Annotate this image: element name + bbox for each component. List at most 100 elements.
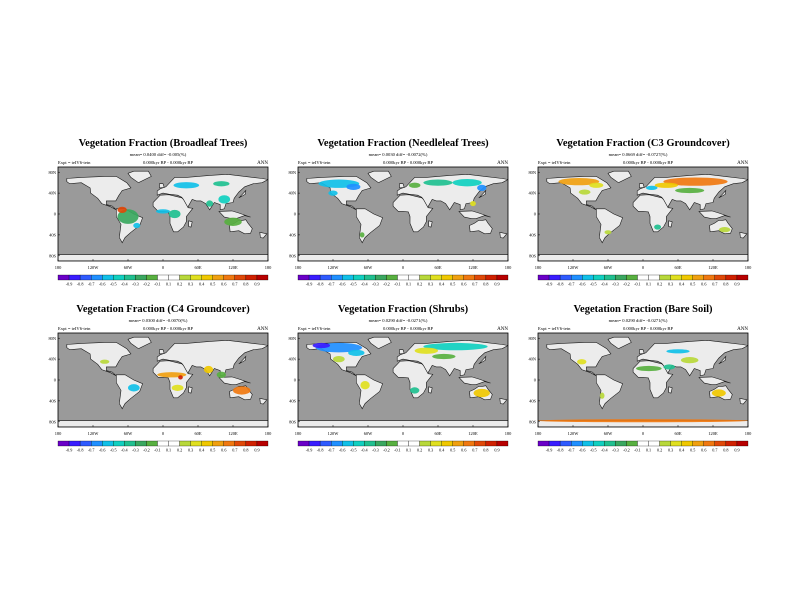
colorbar-segment [485, 274, 498, 281]
land-mass [58, 254, 268, 261]
lat-label: 40N [528, 191, 536, 196]
lat-label: 0 [54, 212, 57, 217]
colorbar-segment [179, 274, 191, 281]
panel-2: Vegetation Fraction (Needleleaf Trees) me… [288, 138, 512, 287]
anomaly-patch [410, 387, 420, 394]
colorbar-label: -0.3 [612, 448, 619, 453]
lon-label: 60E [674, 265, 681, 270]
anomaly-patch [171, 384, 184, 391]
anomaly-patch [206, 200, 214, 207]
colorbar-label: -0.1 [634, 448, 641, 453]
lat-label: 40N [48, 191, 56, 196]
lon-label: 180 [295, 265, 302, 270]
land-mass [739, 397, 748, 405]
anomaly-patch [654, 224, 662, 230]
colorbar-segment [692, 440, 704, 447]
colorbar-segment [386, 440, 398, 447]
anomaly-patch [100, 359, 110, 364]
colorbar-segment [179, 440, 191, 447]
lon-label: 180 [265, 265, 272, 270]
lon-label: 60E [434, 265, 441, 270]
colorbar-segment [364, 274, 376, 281]
colorbar-label: -0.9 [546, 448, 553, 453]
colorbar-label: 0.7 [232, 282, 237, 287]
colorbar-label: 0.5 [690, 448, 695, 453]
colorbar-label: 0.7 [232, 448, 237, 453]
colorbar-label: 0.1 [646, 448, 651, 453]
colorbar-label: 0.2 [177, 448, 182, 453]
land-mass [58, 420, 268, 427]
colorbar-label: -0.9 [66, 282, 73, 287]
colorbar-label: -0.4 [121, 448, 129, 453]
panel-expt: Expt = teIV6-tetn [538, 160, 571, 165]
lon-label: 60E [434, 431, 441, 436]
colorbar-segment [496, 274, 509, 281]
panel-period: ANN [497, 327, 508, 332]
lon-label: 180 [745, 265, 752, 270]
land-mass [458, 376, 491, 386]
land-mass [718, 189, 727, 199]
lon-label: 120W [568, 431, 580, 436]
colorbar-label: 0.7 [712, 282, 717, 287]
colorbar-segment [297, 274, 310, 281]
anomaly-patch [348, 349, 365, 356]
land-mass [66, 176, 132, 211]
anomaly-patch [477, 184, 487, 192]
colorbar-label: -0.6 [339, 282, 346, 287]
colorbar-segment [342, 440, 354, 447]
land-mass [188, 386, 193, 394]
colorbar-label: 0.4 [679, 282, 685, 287]
land-mass [499, 397, 508, 405]
colorbar-label: 0.1 [646, 282, 651, 287]
panel-stats: mean= 0.0030 diff= -0.0072(%) [369, 152, 428, 157]
colorbar-label: 0.9 [494, 448, 499, 453]
colorbar-segment [353, 440, 365, 447]
colorbar-segment [91, 274, 103, 281]
lat-label: 80S [49, 419, 56, 424]
colorbar-segment [626, 274, 638, 281]
colorbar-label: 0.9 [734, 448, 739, 453]
colorbar-label: -0.9 [66, 448, 73, 453]
lat-label: 40S [289, 398, 296, 403]
panel-period: ANN [737, 161, 748, 166]
colorbar-segment [474, 440, 487, 447]
colorbar-segment [571, 274, 583, 281]
colorbar-label: -0.2 [383, 448, 390, 453]
land-mass [639, 349, 645, 355]
colorbar-segment [593, 440, 605, 447]
colorbar-segment [297, 440, 310, 447]
lat-label: 80S [529, 253, 536, 258]
anomaly-patch [599, 392, 605, 399]
lat-label: 0 [294, 212, 297, 217]
land-mass [607, 336, 632, 350]
colorbar-segment [582, 274, 594, 281]
colorbar-segment [135, 440, 147, 447]
colorbar-label: -0.3 [612, 282, 619, 287]
colorbar-segment [725, 274, 738, 281]
colorbar-segment [419, 274, 431, 281]
colorbar-segment [626, 440, 638, 447]
lon-label: 120E [468, 265, 478, 270]
colorbar-segment [102, 274, 114, 281]
colorbar-label: 0.6 [701, 448, 706, 453]
colorbar-segment [408, 274, 420, 281]
lon-label: 120W [328, 431, 340, 436]
anomaly-patch [224, 217, 242, 227]
panel-time: 0.000kyr BP - 0.000kyr BP [383, 326, 434, 331]
colorbar-segment [353, 274, 365, 281]
colorbar-label: -0.4 [601, 448, 609, 453]
colorbar-label: -0.3 [132, 448, 139, 453]
colorbar-label: 0.1 [166, 282, 171, 287]
land-mass [259, 231, 268, 239]
anomaly-patch [589, 182, 604, 188]
anomaly-patch [423, 342, 488, 351]
colorbar-label: -0.8 [557, 448, 564, 453]
colorbar-label: 0.1 [166, 448, 171, 453]
land-mass [595, 208, 623, 244]
land-mass [428, 386, 433, 394]
land-mass [499, 231, 508, 239]
colorbar-label: 0.8 [243, 448, 248, 453]
colorbar-label: -0.3 [372, 448, 379, 453]
colorbar-label: 0.5 [450, 282, 455, 287]
land-mass [238, 189, 247, 199]
